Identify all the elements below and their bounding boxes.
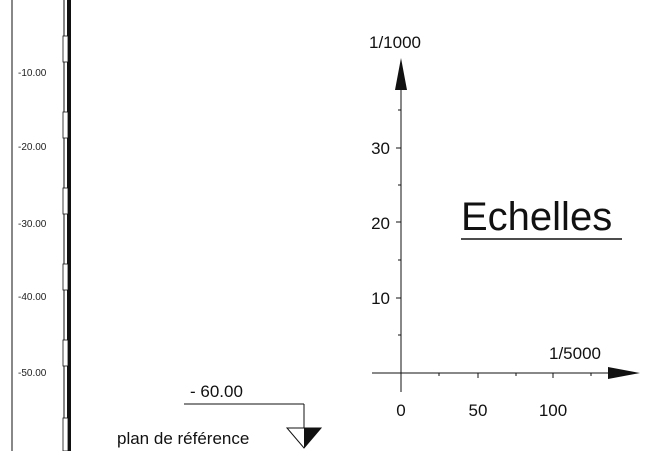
elevation-tick-label: -10.00 [18,68,47,79]
vertical-tick-label: 20 [371,214,390,233]
vertical-tick-label: 30 [371,139,390,158]
reference-elevation-label: - 60.00 [190,382,243,401]
elevation-tick-label: -40.00 [18,292,47,303]
elevation-scale: -10.00 -20.00 -30.00 -40.00 -50.00 [11,0,71,451]
elevation-tick-label: -50.00 [18,368,47,379]
elevation-tick-label: -30.00 [18,219,47,230]
vertical-tick-label: 10 [371,289,390,308]
horizontal-tick-label: 100 [539,401,567,420]
reference-plane-label: plan de référence [117,429,249,448]
horizontal-axis-label: 1/5000 [549,344,601,363]
horizontal-tick-label: 50 [469,401,488,420]
reference-triangle-fill [304,428,321,448]
vertical-axis-label: 1/1000 [369,33,421,52]
scale-break-mark [62,417,69,451]
page-title: Echelles [461,195,612,239]
horizontal-tick-label: 0 [396,401,405,420]
scales-diagram: 1/1000 30 20 10 1/5000 0 50 100 [369,33,640,420]
scale-break-mark [62,263,69,291]
scale-break-mark [62,111,69,139]
scale-break-mark [62,35,69,63]
scale-break-mark [62,187,69,215]
horizontal-axis-arrow-icon [608,367,640,379]
reference-plane: - 60.00 plan de référence [117,382,323,449]
elevation-tick-label: -20.00 [18,142,47,153]
title-block: Echelles [461,195,622,240]
scale-break-mark [62,339,69,367]
vertical-axis-arrow-icon [395,58,407,90]
